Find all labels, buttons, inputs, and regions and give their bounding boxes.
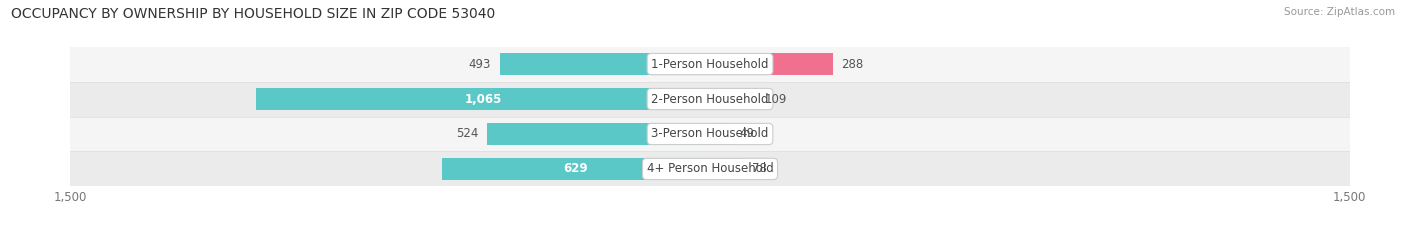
Text: 109: 109 [765, 93, 787, 106]
Bar [256, 88, 710, 110]
Bar [710, 158, 744, 180]
Text: 2-Person Household: 2-Person Household [651, 93, 769, 106]
Bar [70, 82, 1350, 116]
Bar [710, 88, 756, 110]
Text: Source: ZipAtlas.com: Source: ZipAtlas.com [1284, 7, 1395, 17]
Bar [70, 47, 1350, 82]
Text: 3-Person Household: 3-Person Household [651, 127, 769, 140]
Bar [499, 53, 710, 75]
Text: 1-Person Household: 1-Person Household [651, 58, 769, 71]
Text: 1,065: 1,065 [464, 93, 502, 106]
Bar [486, 123, 710, 145]
Text: 4+ Person Household: 4+ Person Household [647, 162, 773, 175]
Bar [441, 158, 710, 180]
Bar [710, 53, 832, 75]
Text: 629: 629 [564, 162, 588, 175]
Text: 288: 288 [841, 58, 863, 71]
Text: 49: 49 [740, 127, 755, 140]
Bar [710, 123, 731, 145]
Bar [70, 151, 1350, 186]
Text: OCCUPANCY BY OWNERSHIP BY HOUSEHOLD SIZE IN ZIP CODE 53040: OCCUPANCY BY OWNERSHIP BY HOUSEHOLD SIZE… [11, 7, 495, 21]
Text: 524: 524 [456, 127, 478, 140]
Text: 78: 78 [752, 162, 766, 175]
Bar [70, 116, 1350, 151]
Text: 493: 493 [468, 58, 491, 71]
